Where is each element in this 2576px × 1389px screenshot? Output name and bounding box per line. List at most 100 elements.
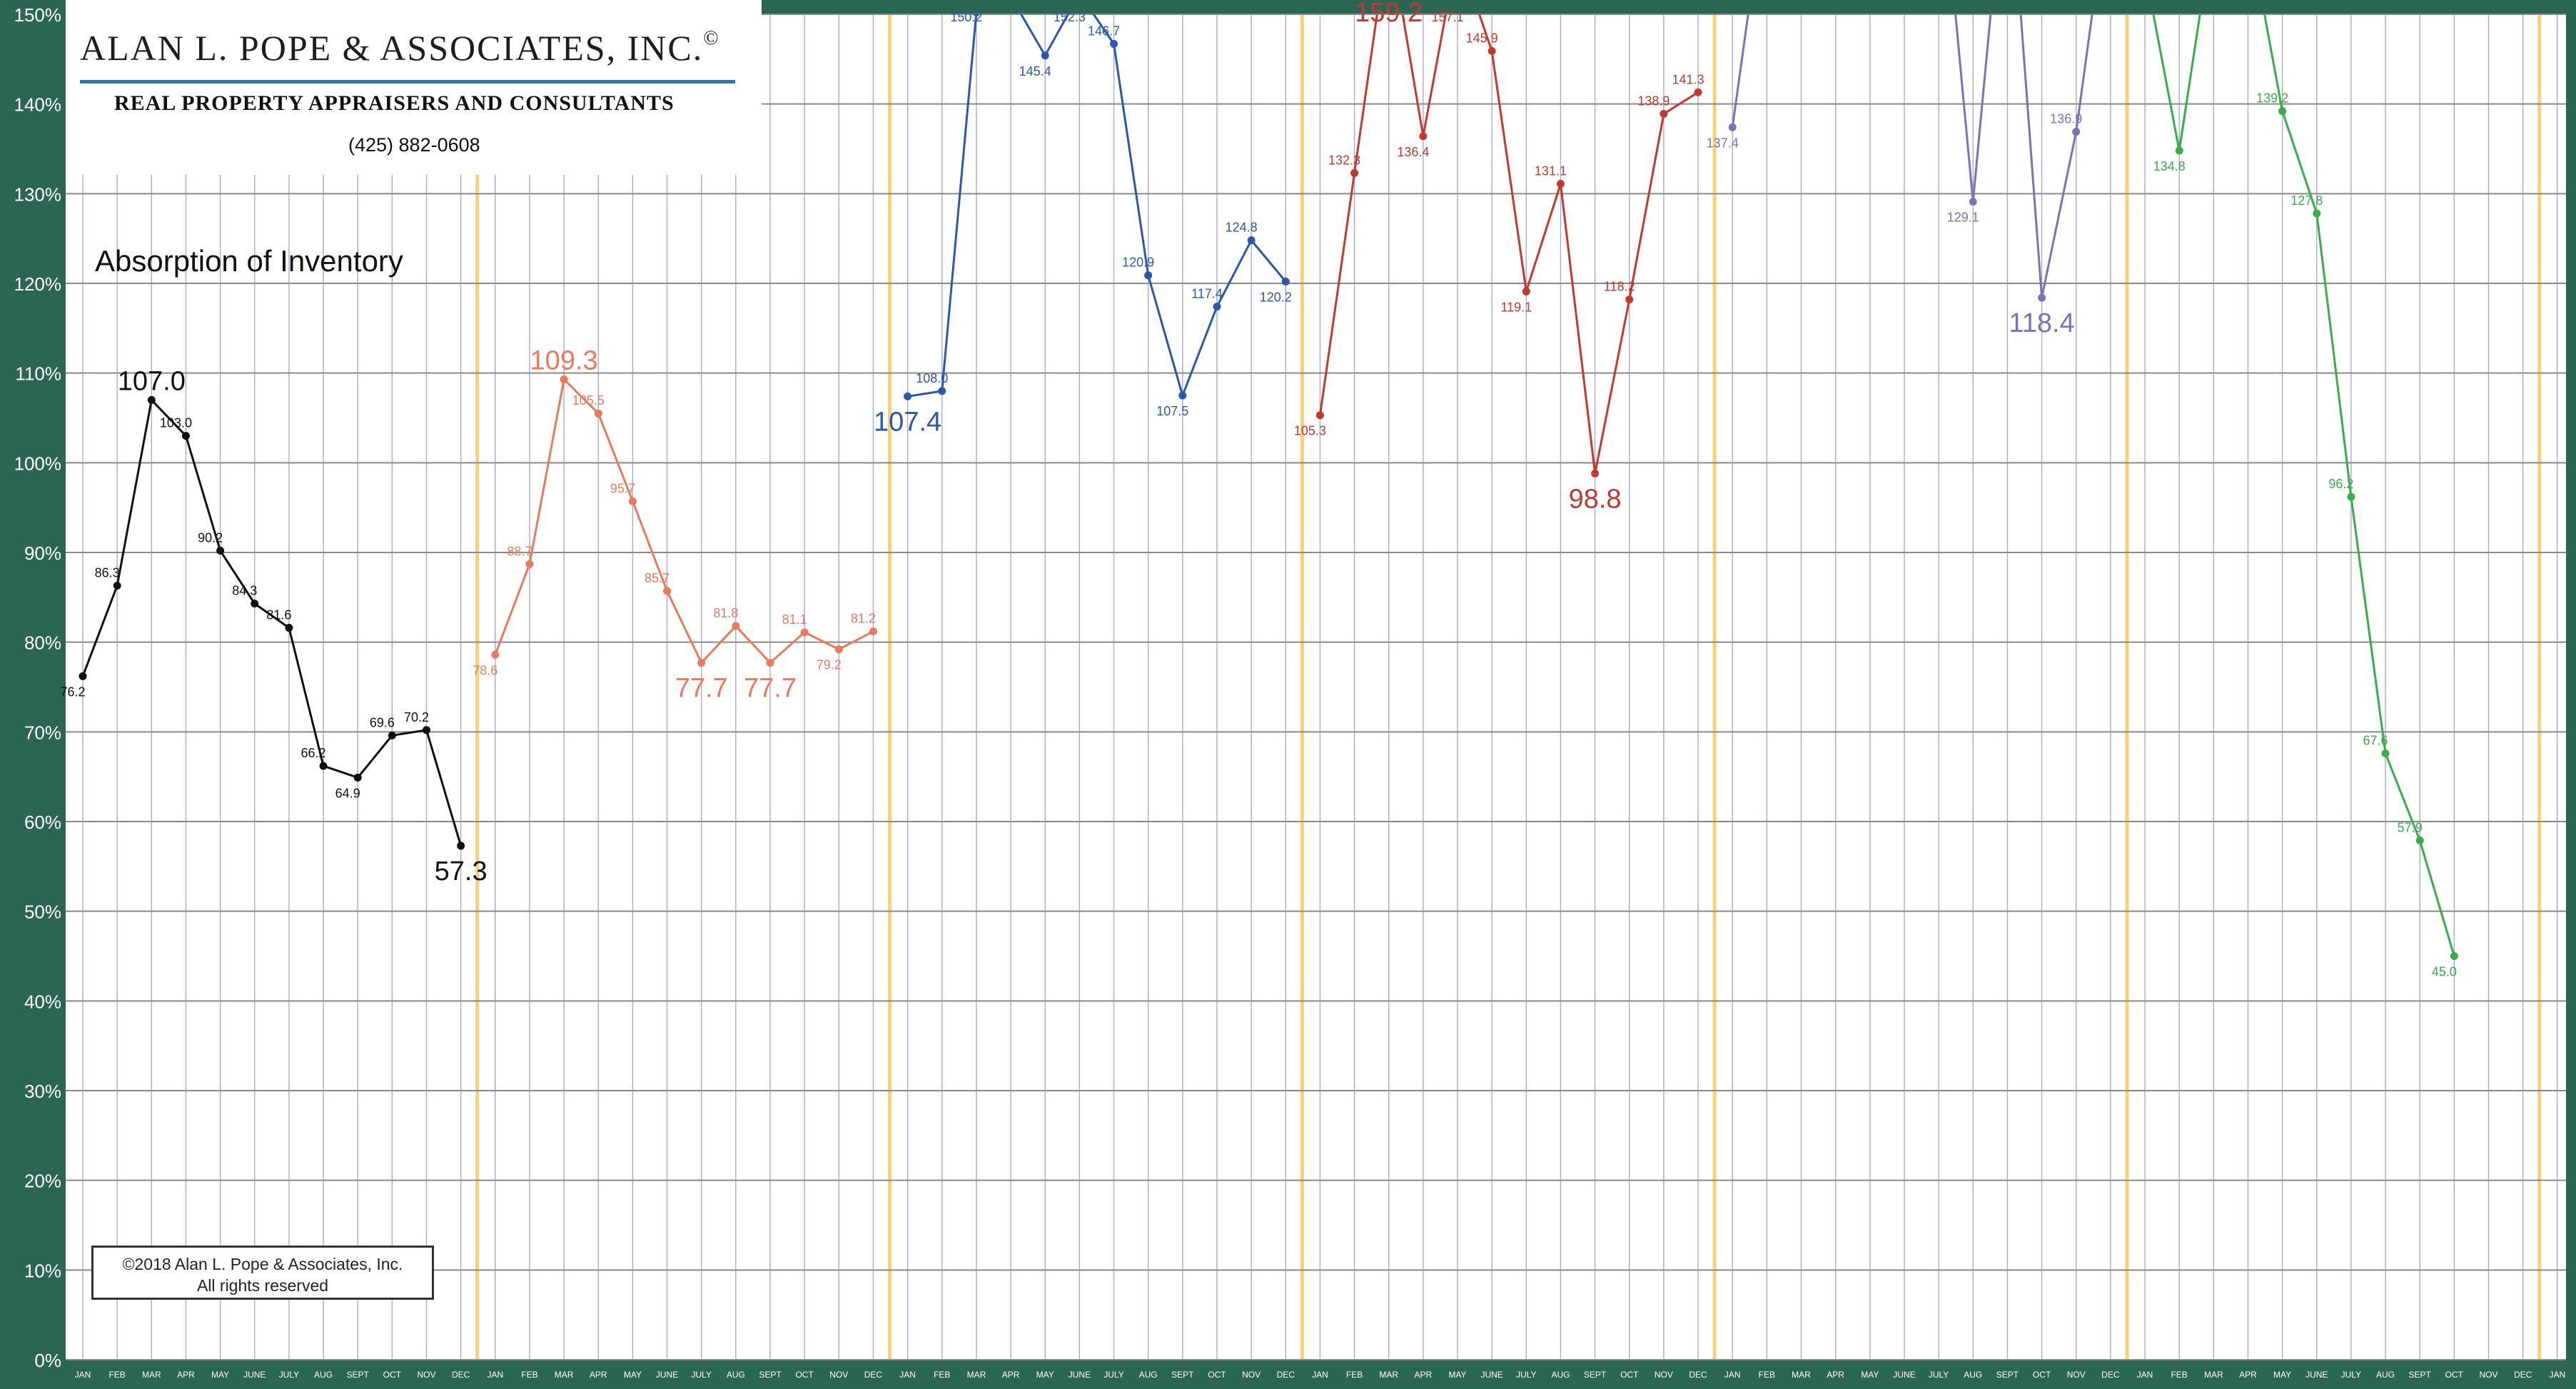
x-tick-label: JAN <box>487 1370 503 1380</box>
data-point <box>2175 146 2183 155</box>
data-label: 120.9 <box>1122 256 1154 270</box>
data-point <box>1041 51 1049 60</box>
x-tick-label: SEPT <box>1996 1370 2019 1380</box>
x-tick-label: NOV <box>829 1370 848 1380</box>
x-tick-label: JUNE <box>2305 1370 2328 1380</box>
copyright-mark: © <box>703 27 720 49</box>
data-label: 157.1 <box>1431 10 1463 24</box>
data-label: 81.1 <box>782 612 807 627</box>
data-label: 120.2 <box>1260 290 1292 304</box>
x-tick-label: JAN <box>1724 1370 1741 1380</box>
data-label-large: 77.7 <box>675 674 728 704</box>
data-point <box>423 726 430 734</box>
x-tick-label: AUG <box>314 1370 333 1380</box>
x-tick-label: JUNE <box>1069 1370 1091 1380</box>
data-point <box>525 560 534 568</box>
y-tick-label: 50% <box>24 901 61 923</box>
data-label-large: 57.3 <box>435 857 488 887</box>
data-point <box>353 773 362 782</box>
x-tick-label: MAR <box>967 1370 986 1380</box>
x-tick-label: SEPT <box>759 1370 782 1380</box>
data-label: 152.3 <box>1054 10 1086 24</box>
x-tick-label: APR <box>1002 1370 1020 1380</box>
data-label-large: 107.4 <box>874 407 941 437</box>
x-tick-label: JAN <box>2549 1370 2565 1380</box>
x-tick-label: NOV <box>1242 1370 1261 1380</box>
y-tick-label: 130% <box>14 183 62 205</box>
plot-area <box>66 14 2566 1360</box>
data-point <box>285 624 293 632</box>
x-tick-label: JUNE <box>1893 1370 1915 1380</box>
data-point <box>1178 391 1187 400</box>
data-label: 137.4 <box>1707 136 1739 150</box>
x-tick-label: MAR <box>1792 1370 1811 1380</box>
data-label: 105.3 <box>1294 424 1326 438</box>
data-label: 108.0 <box>916 371 948 385</box>
x-tick-label: SEPT <box>2409 1370 2432 1380</box>
y-tick-label: 40% <box>24 991 61 1012</box>
data-label: 64.9 <box>335 786 360 800</box>
data-point <box>1144 271 1153 280</box>
x-tick-label: OCT <box>1620 1370 1639 1380</box>
series-layer <box>79 14 2458 960</box>
data-labels: 76.2 86.3 107.0 103.0 90.2 84.3 81.6 66.2 64.9 69… <box>60 0 2456 979</box>
x-tick-label: OCT <box>2445 1370 2464 1380</box>
y-tick-label: 20% <box>24 1171 61 1192</box>
data-point <box>1969 198 1977 206</box>
series-5 <box>1728 14 2093 302</box>
data-label: 69.6 <box>370 715 395 729</box>
x-tick-label: MAR <box>555 1370 574 1380</box>
x-tick-label: DEC <box>1277 1370 1295 1380</box>
firm-header-panel <box>66 0 762 175</box>
x-tick-label: AUG <box>727 1370 745 1380</box>
x-tick-label: DEC <box>864 1370 883 1380</box>
y-tick-label: 110% <box>15 363 61 385</box>
data-point <box>147 395 156 404</box>
data-point <box>2313 209 2321 218</box>
data-point <box>1419 132 1428 141</box>
data-label: 66.2 <box>301 746 326 760</box>
series-line <box>1318 14 1699 474</box>
x-tick-label: NOV <box>2067 1370 2086 1380</box>
data-point <box>251 600 259 608</box>
data-label: 67.6 <box>2363 733 2388 747</box>
x-tick-label: APR <box>590 1370 607 1380</box>
data-point <box>1213 303 1221 311</box>
data-point <box>594 409 602 418</box>
data-label: 81.6 <box>266 608 291 622</box>
data-point <box>79 672 87 680</box>
x-tick-label: FEB <box>521 1370 537 1380</box>
data-label-large: 118.4 <box>2009 308 2074 338</box>
x-tick-label: JULY <box>1516 1370 1536 1380</box>
data-point <box>697 659 706 667</box>
series-4 <box>1315 14 1702 478</box>
y-tick-label: 70% <box>24 722 61 743</box>
copyright-line: ©2018 Alan L. Pope & Associates, Inc. <box>122 1255 403 1273</box>
x-tick-label: JULY <box>2341 1370 2361 1380</box>
data-label: 57.9 <box>2398 820 2423 834</box>
data-label: 145.4 <box>1019 64 1051 79</box>
data-point <box>800 628 809 637</box>
x-tick-label: AUG <box>1964 1370 1982 1380</box>
x-tick-label: AUG <box>2376 1370 2395 1380</box>
x-tick-label: MAR <box>142 1370 161 1380</box>
x-tick-label: SEPT <box>1584 1370 1607 1380</box>
x-tick-label: FEB <box>108 1370 125 1380</box>
x-tick-label: MAY <box>1036 1370 1054 1380</box>
data-point <box>1110 39 1118 48</box>
data-label: 150.2 <box>950 10 982 24</box>
data-label-large: 109.3 <box>530 345 598 375</box>
data-label: 136.9 <box>2050 112 2082 126</box>
data-point <box>560 375 568 383</box>
data-point <box>2347 493 2355 501</box>
data-label: 103.0 <box>160 416 192 430</box>
data-label: 45.0 <box>2432 965 2457 979</box>
data-label: 118.2 <box>1604 280 1635 294</box>
data-point <box>216 546 225 555</box>
x-tick-label: OCT <box>2033 1370 2051 1380</box>
data-point <box>2278 107 2287 116</box>
x-tick-label: MAY <box>211 1370 229 1380</box>
data-point <box>732 622 740 630</box>
series-6 <box>2152 14 2458 960</box>
